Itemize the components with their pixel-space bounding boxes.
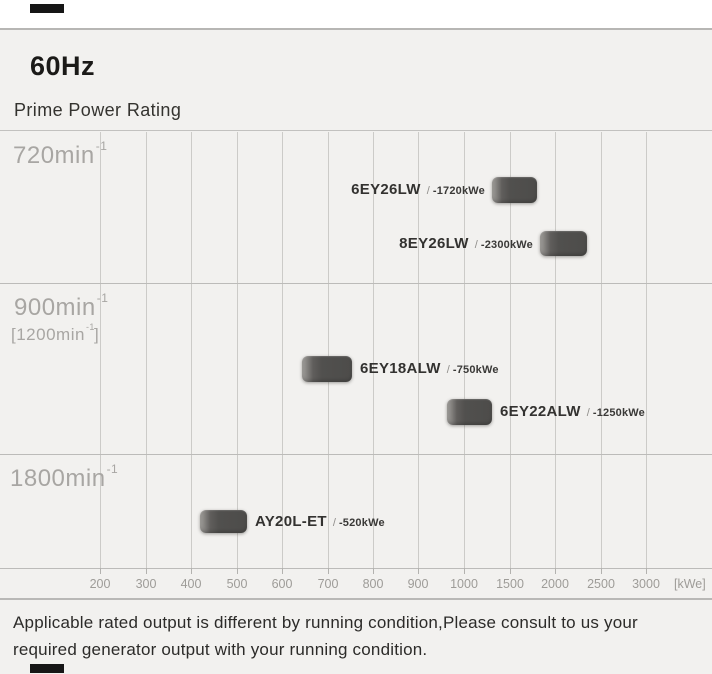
gridline (464, 132, 465, 568)
gridline (282, 132, 283, 568)
engine-label: AY20L-ET / -520kWe (255, 512, 385, 532)
engine-label-separator: / (586, 407, 590, 419)
axis-tick-mark (100, 568, 101, 574)
engine-model: AY20L-ET (255, 512, 327, 530)
top-white-strip (0, 0, 712, 28)
engine-rating: -520kWe (338, 516, 385, 529)
axis-tick-label: 200 (89, 577, 111, 591)
gridline (418, 132, 419, 568)
black-accent-bar-bottom (30, 664, 64, 673)
axis-tick-label: 500 (226, 577, 248, 591)
engine-rating: -2300kWe (480, 238, 533, 251)
engine-label: 6EY18ALW / -750kWe (360, 359, 499, 379)
band-speed-label: 1800min-1 (10, 462, 119, 492)
gridline (328, 132, 329, 568)
engine-bar-8ey26lw (540, 231, 587, 256)
engine-label-separator: / (426, 185, 430, 197)
page-subtitle: Prime Power Rating (14, 100, 182, 120)
gridline (373, 132, 374, 568)
axis-tick-label: 2500 (587, 577, 615, 591)
axis-tick-mark (373, 568, 374, 574)
band-speed-label: 720min-1 (13, 139, 108, 169)
axis-tick-label: 2000 (541, 577, 569, 591)
engine-bar-ay20l-et (200, 510, 247, 533)
engine-label-separator: / (446, 364, 450, 376)
engine-model: 6EY18ALW (360, 360, 441, 377)
axis-tick-mark (191, 568, 192, 574)
axis-tick-mark (237, 568, 238, 574)
engine-model: 6EY22ALW (500, 403, 581, 420)
gridline (191, 132, 192, 568)
axis-tick-mark (601, 568, 602, 574)
engine-label-separator: / (474, 238, 478, 251)
gridline (555, 132, 556, 568)
top-border-line (0, 28, 712, 30)
x-axis-line (0, 568, 712, 569)
engine-bar-6ey22alw (447, 399, 492, 425)
engine-bar-6ey18alw (302, 356, 352, 382)
footer-note-line1: Applicable rated output is different by … (13, 613, 638, 632)
x-axis-unit-label: [kWe] (674, 577, 706, 591)
axis-tick-label: 600 (271, 577, 293, 591)
engine-label-separator: / (332, 516, 336, 529)
axis-tick-label: 3000 (632, 577, 660, 591)
band-separator (0, 454, 712, 455)
axis-tick-mark (555, 568, 556, 574)
gridline (146, 132, 147, 568)
axis-tick-mark (418, 568, 419, 574)
band-separator (0, 283, 712, 284)
axis-tick-mark (282, 568, 283, 574)
engine-label: 6EY22ALW / -1250kWe (500, 402, 645, 422)
footer-border-line (0, 598, 712, 600)
axis-tick-mark (146, 568, 147, 574)
engine-model: 6EY26LW (351, 181, 421, 198)
band-alt-speed-label: [1200min-1] (11, 322, 100, 344)
axis-tick-label: 400 (180, 577, 202, 591)
black-accent-bar-top (30, 4, 64, 13)
gridline (646, 132, 647, 568)
gridline (100, 132, 101, 568)
axis-tick-mark (646, 568, 647, 574)
engine-rating: -750kWe (452, 364, 499, 376)
axis-tick-label: 1500 (496, 577, 524, 591)
engine-rating: -1250kWe (592, 407, 645, 419)
engine-bar-6ey26lw (492, 177, 537, 203)
axis-tick-label: 1000 (450, 577, 478, 591)
band-speed-label: 900min-1 (14, 291, 109, 321)
axis-tick-label: 700 (317, 577, 339, 591)
frequency-title: 60Hz (30, 51, 96, 81)
engine-label: 8EY26LW / -2300kWe (399, 234, 533, 254)
axis-tick-mark (464, 568, 465, 574)
axis-tick-label: 800 (362, 577, 384, 591)
gridline (510, 132, 511, 568)
engine-label: 6EY26LW / -1720kWe (351, 180, 485, 200)
axis-tick-mark (328, 568, 329, 574)
header-border-line (0, 130, 712, 131)
gridline (237, 132, 238, 568)
axis-tick-label: 300 (135, 577, 157, 591)
gridline (601, 132, 602, 568)
axis-tick-mark (510, 568, 511, 574)
engine-rating: -1720kWe (432, 185, 485, 197)
axis-tick-label: 900 (407, 577, 429, 591)
footer-note-line2: required generator output with your runn… (13, 640, 428, 659)
engine-model: 8EY26LW (399, 234, 469, 252)
